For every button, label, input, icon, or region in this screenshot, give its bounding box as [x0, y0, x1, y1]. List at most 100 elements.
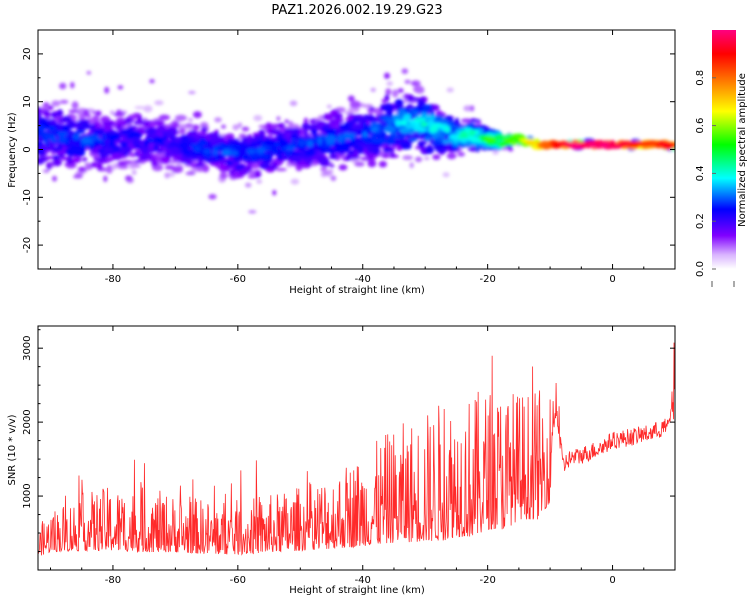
heatmap-cell	[284, 119, 289, 124]
heatmap-cell	[125, 175, 133, 182]
spectrogram-y-label: Frequency (Hz)	[7, 112, 18, 188]
heatmap-cell	[103, 150, 116, 155]
heatmap-cell	[609, 140, 616, 145]
heatmap-cell	[195, 162, 205, 168]
snr-x-axis: -80 -60 -40 -20 0	[49, 326, 676, 586]
heatmap-cell	[43, 133, 52, 141]
heatmap-cell	[329, 164, 335, 168]
heatmap-cell	[494, 133, 505, 141]
heatmap-cell	[158, 114, 171, 121]
snr-frame	[37, 325, 676, 571]
heatmap-cell	[47, 126, 56, 132]
heatmap-cell	[318, 156, 330, 165]
snr-panel: -80 -60 -40 -20 0 1000 2000 3000 Height of str…	[7, 325, 676, 596]
heatmap-cell	[66, 156, 73, 163]
heatmap-cell	[82, 109, 90, 117]
heatmap-cell	[90, 162, 99, 168]
heatmap-cell	[470, 105, 475, 112]
heatmap-cell	[424, 137, 432, 141]
heatmap-cell	[214, 117, 222, 123]
heatmap-cell	[284, 151, 292, 157]
heatmap-cell	[438, 144, 446, 148]
heatmap-cell	[160, 155, 172, 164]
heatmap-cell	[458, 133, 470, 139]
heatmap-cell	[75, 130, 86, 134]
heatmap-cell	[412, 110, 419, 116]
heatmap-cell	[525, 140, 535, 145]
heatmap-cell	[290, 158, 302, 163]
heatmap-cell	[246, 148, 256, 155]
heatmap-cell	[230, 150, 239, 156]
heatmap-cell	[460, 118, 473, 123]
heatmap-cell	[589, 142, 597, 148]
heatmap-cell	[414, 118, 426, 122]
heatmap-cell	[154, 100, 164, 106]
heatmap-cell	[381, 153, 390, 159]
heatmap-cell	[232, 124, 240, 131]
heatmap-cell	[185, 171, 196, 176]
heatmap-cell	[311, 138, 320, 142]
heatmap-cell	[109, 133, 121, 141]
heatmap-cell	[371, 127, 379, 133]
heatmap-cell	[454, 125, 460, 131]
heatmap-cell	[96, 162, 103, 171]
heatmap-cell	[442, 139, 450, 144]
heatmap-cell	[270, 129, 281, 135]
heatmap-cell	[38, 125, 46, 132]
heatmap-cell	[46, 162, 52, 170]
heatmap-cell	[345, 153, 352, 161]
heatmap-cell	[574, 143, 582, 148]
heatmap-cell	[423, 114, 436, 121]
heatmap-cell	[372, 132, 377, 140]
heatmap-cell	[435, 133, 446, 138]
heatmap-cell	[290, 152, 302, 156]
heatmap-cell	[397, 88, 404, 93]
heatmap-cell	[378, 160, 387, 168]
heatmap-cell	[51, 155, 60, 160]
heatmap-cell	[80, 137, 92, 144]
heatmap-cell	[174, 114, 187, 121]
x-tick-label: -80	[105, 274, 121, 285]
heatmap-cell	[581, 141, 592, 147]
heatmap-cell	[126, 139, 132, 144]
heatmap-cell	[168, 132, 175, 137]
heatmap-cell	[401, 68, 409, 74]
heatmap-cell	[221, 150, 231, 156]
heatmap-cell	[71, 101, 79, 110]
heatmap-cell	[57, 109, 63, 117]
heatmap-cell	[661, 141, 671, 146]
heatmap-cell	[164, 172, 170, 179]
heatmap-cell	[164, 165, 175, 170]
heatmap-cell	[104, 86, 110, 94]
heatmap-cell	[384, 94, 390, 102]
heatmap-cell	[302, 124, 312, 130]
heatmap-cell	[51, 100, 61, 107]
heatmap-cell	[38, 141, 44, 148]
heatmap-cell	[38, 157, 45, 165]
heatmap-cell	[43, 102, 50, 106]
heatmap-cell	[342, 132, 352, 140]
heatmap-cell	[359, 136, 371, 140]
heatmap-cell	[153, 136, 165, 143]
heatmap-cell	[503, 138, 513, 143]
heatmap-cell	[90, 126, 96, 133]
heatmap-cell	[465, 122, 476, 129]
heatmap-cell	[432, 154, 441, 161]
heatmap-cell	[440, 112, 446, 117]
heatmap-cell	[386, 109, 393, 117]
heatmap-cell	[410, 97, 421, 102]
heatmap-cell	[326, 136, 336, 145]
heatmap-cell	[386, 81, 394, 86]
heatmap-cell	[399, 127, 411, 134]
heatmap-cell	[349, 100, 361, 109]
heatmap-cell	[541, 145, 551, 150]
chart-title: PAZ1.2026.002.19.29.G23	[271, 3, 442, 18]
heatmap-cell	[310, 128, 318, 137]
heatmap-cell	[336, 118, 344, 123]
y-tick-label: -10	[22, 189, 33, 205]
heatmap-cell	[107, 121, 115, 126]
heatmap-cell	[402, 155, 413, 161]
heatmap-cell	[507, 147, 514, 152]
spectrogram-panel: -80 -60 -40 -20 0 -20 -10 0 10 20 Height of stra…	[7, 29, 676, 296]
heatmap-cell	[274, 141, 281, 148]
